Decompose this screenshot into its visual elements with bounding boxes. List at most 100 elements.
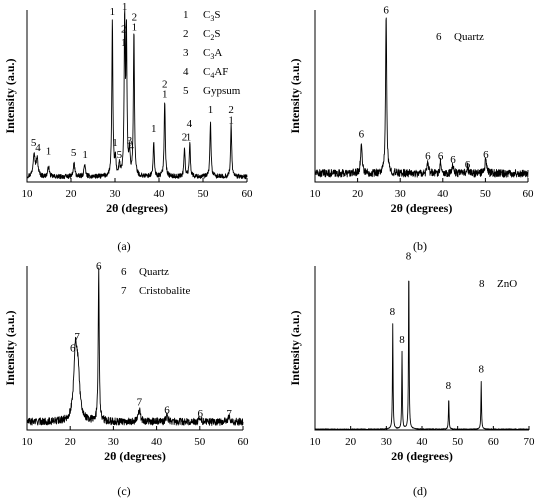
panel-d: 10 20 30 40 50 60 70 2θ (degrees) Intensity (a.u… (288, 250, 535, 498)
peak-label: 1 (110, 6, 116, 18)
panel-caption: (a) (117, 239, 130, 253)
legend-id: 6 (436, 31, 442, 43)
xrd-pattern-line (314, 280, 530, 430)
peak-label: 4 (187, 118, 193, 130)
x-tick-label: 50 (198, 188, 210, 200)
y-axis-label: Intensity (a.u.) (288, 58, 302, 133)
peak-label: 7 (226, 408, 232, 420)
x-tick-label: 30 (110, 188, 122, 200)
panel-c: 10 20 30 40 50 60 2θ (degrees) Intensity (a.u.)… (3, 260, 249, 498)
peak-label: 1 (151, 123, 157, 135)
x-tick-label: 20 (352, 188, 364, 200)
peak-label: 2 (121, 23, 127, 35)
peak-label: 6 (483, 149, 489, 161)
legend-label: Gypsum (203, 85, 241, 97)
peak-label: 4 (35, 142, 41, 154)
legend-label: C2S (203, 28, 220, 42)
panel-caption: (c) (117, 484, 130, 498)
peak-label: 4 (129, 140, 135, 152)
peak-label: 6 (96, 260, 102, 272)
xrd-pattern-line (314, 17, 529, 178)
peak-label: 2 (132, 11, 138, 23)
peak-label: 1 (112, 137, 118, 149)
x-axis-label: 2θ (degrees) (106, 201, 168, 215)
x-tick-label: 50 (480, 188, 492, 200)
peak-label: 8 (399, 334, 405, 346)
x-tick-label: 30 (395, 188, 407, 200)
peak-label: 6 (465, 159, 471, 171)
peak-label: 1 (46, 145, 52, 157)
panel-caption: (d) (413, 484, 427, 498)
x-tick-label: 50 (194, 436, 206, 448)
peak-label: 6 (383, 4, 389, 16)
peak-label: 2 (162, 78, 168, 90)
legend-label: ZnO (497, 278, 517, 290)
peak-label: 5 (71, 147, 77, 159)
x-tick-label: 20 (65, 436, 77, 448)
peak-label: 1 (82, 149, 88, 161)
legend-id: 4 (183, 66, 189, 78)
peak-label: 1 (208, 104, 214, 116)
peak-label: 2 (182, 132, 188, 144)
peak-label: 6 (70, 342, 76, 354)
panel-b: 10 20 30 40 50 60 2θ (degrees) Intensity (a.u.)… (288, 4, 534, 253)
peak-label: 1 (121, 37, 127, 49)
peak-label: 1 (186, 132, 192, 144)
peak-label: 3 (127, 135, 133, 147)
y-axis-label: Intensity (a.u.) (288, 310, 302, 385)
x-tick-label: 20 (345, 436, 357, 448)
y-axis-label: Intensity (a.u.) (3, 58, 17, 133)
peak-label: 8 (478, 364, 484, 376)
x-tick-label: 60 (523, 188, 535, 200)
axes-frame (314, 266, 529, 431)
peak-label: 7 (74, 331, 80, 343)
peak-label: 1 (122, 1, 128, 13)
legend-id: 7 (121, 285, 127, 297)
legend-label: Quartz (454, 31, 484, 43)
legend-id: 6 (121, 266, 127, 278)
x-tick-label: 10 (310, 188, 322, 200)
legend-label: Cristobalite (139, 285, 190, 297)
x-tick-label: 10 (22, 436, 34, 448)
x-tick-label: 50 (452, 436, 464, 448)
legend-id: 1 (183, 9, 189, 21)
peak-label: 5 (117, 149, 123, 161)
peak-label: 8 (390, 306, 396, 318)
x-tick-label: 60 (488, 436, 500, 448)
peak-label: 6 (450, 154, 456, 166)
y-axis-label: Intensity (a.u.) (3, 310, 17, 385)
legend-label: C3S (203, 9, 220, 23)
x-axis-label: 2θ (degrees) (391, 201, 453, 215)
peak-label: 6 (164, 405, 170, 417)
x-tick-label: 40 (154, 188, 166, 200)
axes-frame (314, 10, 528, 183)
xrd-pattern-line (26, 267, 244, 426)
legend-id: 5 (183, 85, 189, 97)
x-tick-label: 70 (524, 436, 536, 448)
x-tick-label: 10 (22, 188, 34, 200)
legend-id: 8 (479, 278, 485, 290)
x-tick-label: 10 (310, 436, 322, 448)
peak-label: 5 (31, 137, 37, 149)
peak-label: 6 (197, 408, 203, 420)
panel-a: 10 20 30 40 50 60 2θ (degrees) Intensity (a.u.)… (3, 1, 253, 253)
x-tick-label: 40 (437, 188, 449, 200)
axes-frame (26, 266, 243, 431)
legend-id: 3 (183, 47, 189, 59)
x-tick-label: 20 (66, 188, 78, 200)
peak-label: 6 (438, 151, 444, 163)
x-tick-label: 40 (417, 436, 429, 448)
x-axis-label: 2θ (degrees) (104, 449, 166, 463)
peak-label: 1 (162, 89, 168, 101)
x-tick-label: 60 (242, 188, 254, 200)
peak-label: 1 (132, 22, 138, 34)
x-tick-label: 40 (151, 436, 163, 448)
peak-label: 2 (228, 104, 234, 116)
legend-label: C3A (203, 47, 222, 61)
legend-label: Quartz (139, 266, 169, 278)
xrd-pattern-line (26, 9, 248, 180)
peak-label: 1 (228, 115, 234, 127)
peak-label: 6 (359, 128, 365, 140)
peak-label: 6 (425, 151, 431, 163)
